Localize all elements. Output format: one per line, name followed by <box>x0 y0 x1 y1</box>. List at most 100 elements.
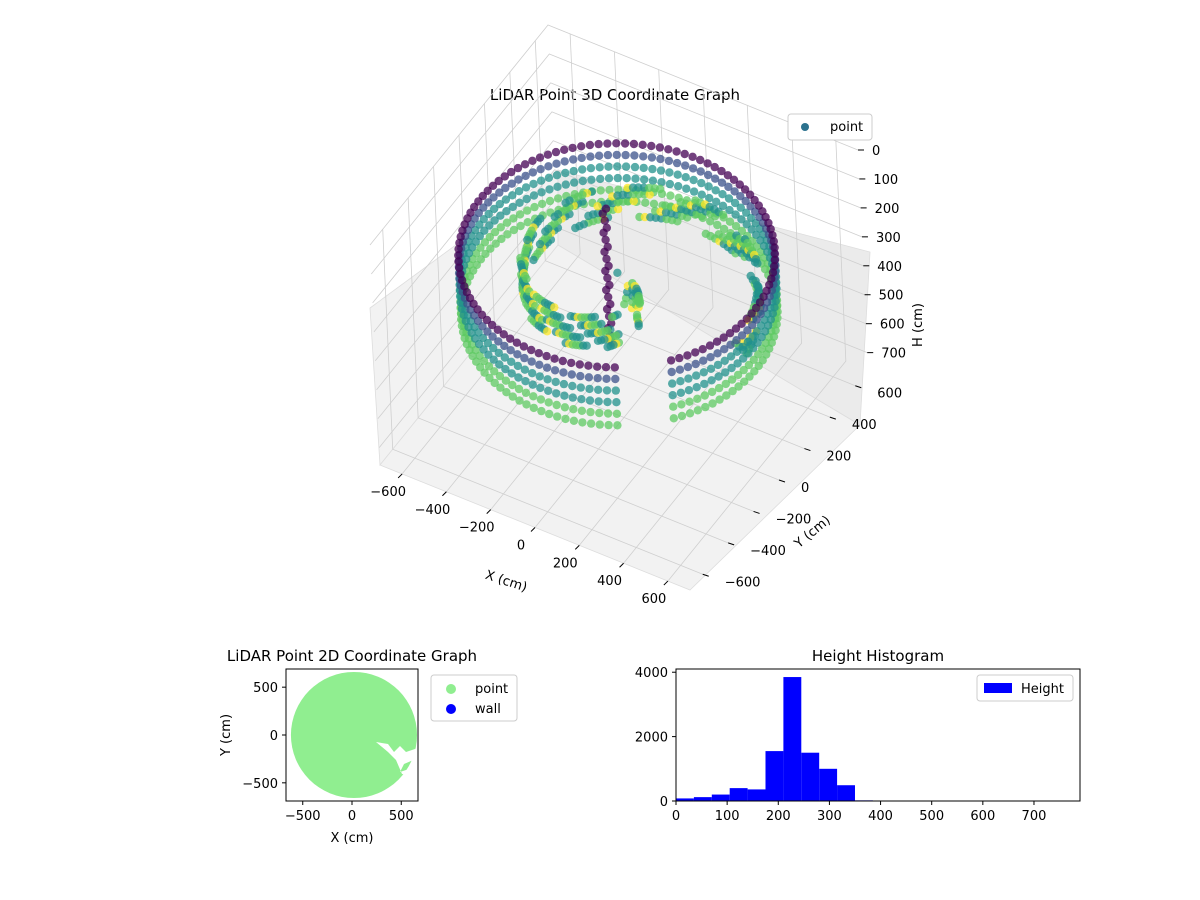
point-3d <box>494 176 503 186</box>
histogram-bar <box>676 798 694 801</box>
point-3d <box>535 153 545 162</box>
point-3d <box>560 391 569 400</box>
point-3d <box>714 383 724 393</box>
point-3d <box>673 170 682 179</box>
point-3d <box>514 384 524 394</box>
point-disc <box>290 671 418 799</box>
point-3d <box>501 364 510 374</box>
tick-label-x-3d: 0 <box>517 539 525 554</box>
point-3d <box>489 193 498 202</box>
point-3d <box>735 180 744 189</box>
point-3d <box>665 168 674 177</box>
point-3d <box>677 400 686 409</box>
point-3d <box>718 210 728 219</box>
point-3d <box>541 227 550 236</box>
point-3d <box>561 198 570 207</box>
point-3d <box>725 329 735 338</box>
tick-label-z-3d: 300 <box>876 231 901 246</box>
point-3d <box>507 357 516 366</box>
point-3d <box>603 342 612 352</box>
legend-3d-marker <box>801 123 809 131</box>
point-3d <box>502 207 511 216</box>
point-3d <box>521 377 530 386</box>
point-3d <box>515 210 525 219</box>
tick-label-x-hist: 400 <box>868 809 893 824</box>
point-3d <box>595 420 604 429</box>
point-3d <box>602 254 611 264</box>
point-3d <box>543 375 552 384</box>
point-3d <box>483 327 492 336</box>
point-3d <box>568 143 577 153</box>
z-axis-label-3d: H (cm) <box>911 303 926 347</box>
point-3d <box>629 196 638 206</box>
point-3d <box>719 333 728 342</box>
point-3d <box>620 139 630 148</box>
point-3d <box>717 166 726 176</box>
point-3d <box>689 187 699 196</box>
tick-label-y-2d: 500 <box>253 681 278 696</box>
tick-label-z-3d: 400 <box>877 260 902 275</box>
point-3d <box>711 186 720 195</box>
tick-label-x-hist: 100 <box>715 809 740 824</box>
point-3d <box>544 162 553 171</box>
grid-line-z <box>369 24 859 246</box>
tick-label-x-3d: −600 <box>370 485 406 500</box>
tick-label-y-3d: 600 <box>877 387 902 402</box>
point-3d <box>669 414 678 423</box>
grid-line-z <box>371 53 860 275</box>
point-3d <box>693 394 702 403</box>
point-3d <box>738 342 747 352</box>
point-3d <box>621 162 631 171</box>
point-3d <box>736 192 745 201</box>
grid-line-x <box>446 51 625 493</box>
point-3d <box>519 342 529 351</box>
tick-x-3d <box>530 527 536 532</box>
tick-label-x-3d: −200 <box>459 521 495 536</box>
point-3d <box>630 151 639 160</box>
point-3d <box>568 381 577 391</box>
point-3d <box>561 180 570 189</box>
point-3d <box>631 174 640 183</box>
point-3d <box>595 408 604 418</box>
point-3d <box>682 184 691 193</box>
point-3d <box>647 153 657 162</box>
point-3d <box>739 354 748 363</box>
legend-3d: point <box>787 113 873 141</box>
point-3d <box>732 347 742 356</box>
point-3d <box>666 191 675 200</box>
point-3d <box>696 167 705 176</box>
point-3d <box>745 372 754 381</box>
point-3d <box>482 315 492 325</box>
point-3d <box>705 341 715 350</box>
point-3d <box>584 361 593 370</box>
point-3d <box>515 396 524 405</box>
tick-label-y-hist: 4000 <box>635 666 668 681</box>
point-3d <box>731 222 741 231</box>
point-3d <box>553 194 563 203</box>
point-3d <box>645 190 654 199</box>
point-3d <box>676 388 686 397</box>
point-3d <box>560 403 570 412</box>
tick-label-x-hist: 500 <box>919 809 944 824</box>
point-3d <box>529 191 539 200</box>
point-3d <box>713 349 722 358</box>
point-3d <box>666 356 676 365</box>
point-3d <box>528 156 537 165</box>
point-3d <box>739 365 748 375</box>
point-3d <box>559 368 568 377</box>
point-3d <box>602 223 611 232</box>
point-3d <box>529 403 538 413</box>
plot-2d: LiDAR Point 2D Coordinate Graph −500 0 500… <box>219 647 518 846</box>
tick-label-z-3d: 100 <box>873 173 898 188</box>
point-3d <box>729 175 739 184</box>
tick-y-3d <box>753 510 760 514</box>
tick-label-x-3d: −400 <box>415 503 451 518</box>
point-3d <box>521 388 531 397</box>
point-3d <box>613 173 622 183</box>
point-3d <box>552 389 561 398</box>
point-3d <box>610 363 619 372</box>
point-3d <box>648 176 658 185</box>
point-3d <box>514 373 523 382</box>
tick-label-z-3d: 600 <box>880 318 905 333</box>
